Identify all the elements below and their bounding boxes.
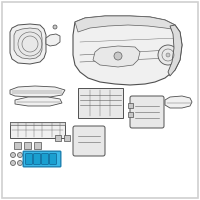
Bar (55, 135, 61, 141)
Polygon shape (73, 16, 182, 85)
FancyBboxPatch shape (23, 151, 61, 167)
Polygon shape (93, 46, 140, 67)
Polygon shape (10, 24, 46, 64)
Circle shape (18, 152, 22, 158)
FancyBboxPatch shape (42, 154, 48, 164)
Bar (128, 103, 133, 108)
Bar (78, 88, 123, 118)
Polygon shape (165, 96, 192, 108)
Bar (128, 112, 133, 117)
Polygon shape (46, 34, 60, 46)
Polygon shape (14, 28, 42, 59)
Circle shape (114, 52, 122, 60)
Circle shape (166, 53, 170, 57)
FancyBboxPatch shape (73, 126, 105, 156)
Circle shape (158, 45, 178, 65)
Polygon shape (10, 86, 65, 97)
Bar (24, 142, 31, 149)
Polygon shape (15, 97, 62, 106)
Bar (64, 135, 70, 141)
Polygon shape (75, 16, 178, 32)
FancyBboxPatch shape (50, 154, 56, 164)
Polygon shape (10, 122, 65, 125)
FancyBboxPatch shape (26, 154, 32, 164)
Circle shape (18, 160, 22, 166)
Polygon shape (10, 122, 65, 138)
Bar (34, 142, 41, 149)
Circle shape (10, 160, 16, 166)
Circle shape (53, 25, 57, 29)
FancyBboxPatch shape (130, 96, 164, 128)
Polygon shape (168, 25, 182, 76)
FancyBboxPatch shape (34, 154, 40, 164)
Circle shape (10, 152, 16, 158)
Bar (14, 142, 21, 149)
